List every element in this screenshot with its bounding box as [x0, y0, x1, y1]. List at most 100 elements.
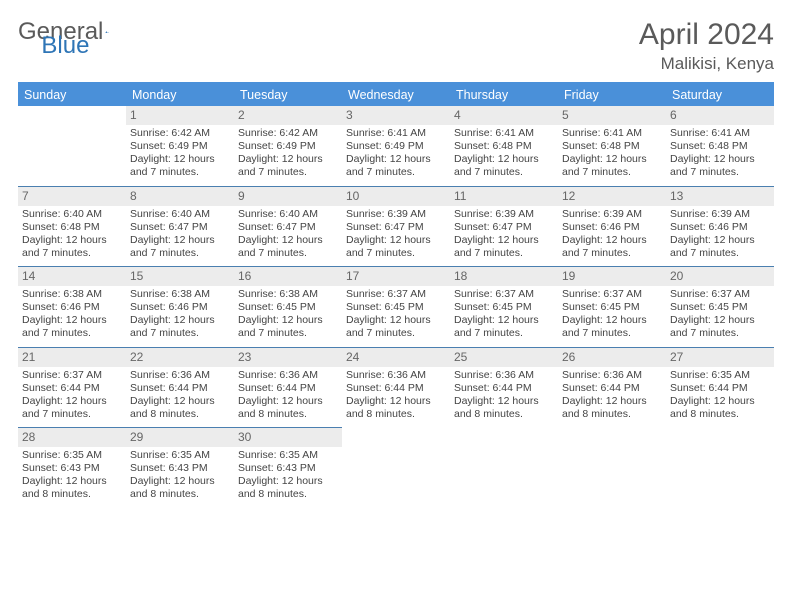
calendar-day-cell: 13Sunrise: 6:39 AMSunset: 6:46 PMDayligh… [666, 186, 774, 267]
calendar-day-cell: 30 Sunrise: 6:35 AMSunset: 6:43 PMDayligh… [234, 428, 342, 508]
sunrise-text: Sunrise: 6:40 AM [238, 208, 338, 221]
day-number: 29 [126, 428, 234, 447]
day-number: 25 [450, 348, 558, 367]
sunset-text: Sunset: 6:43 PM [22, 462, 122, 475]
day-number: 21 [18, 348, 126, 367]
calendar-day-cell: 28Sunrise: 6:35 AMSunset: 6:43 PMDayligh… [18, 428, 126, 508]
day-number: 4 [450, 106, 558, 125]
day-number: 22 [126, 348, 234, 367]
day-number: 30 [234, 428, 342, 447]
weekday-header-row: Sunday Monday Tuesday Wednesday Thursday… [18, 84, 774, 106]
calendar-week-row: 14Sunrise: 6:38 AMSunset: 6:46 PMDayligh… [18, 267, 774, 348]
sunrise-text: Sunrise: 6:36 AM [238, 369, 338, 382]
sunrise-text: Sunrise: 6:39 AM [562, 208, 662, 221]
calendar-day-cell: 5Sunrise: 6:41 AMSunset: 6:48 PMDaylight… [558, 106, 666, 186]
calendar-day-cell: 17Sunrise: 6:37 AMSunset: 6:45 PMDayligh… [342, 267, 450, 348]
daylight-text: Daylight: 12 hours and 7 minutes. [22, 234, 122, 260]
calendar-day-cell: 10Sunrise: 6:39 AMSunset: 6:47 PMDayligh… [342, 186, 450, 267]
day-number: 20 [666, 267, 774, 286]
calendar-day-cell: 12Sunrise: 6:39 AMSunset: 6:46 PMDayligh… [558, 186, 666, 267]
calendar-day-cell [666, 428, 774, 508]
sunset-text: Sunset: 6:49 PM [346, 140, 446, 153]
daylight-text: Daylight: 12 hours and 7 minutes. [346, 234, 446, 260]
calendar-day-cell: 3 Sunrise: 6:41 AMSunset: 6:49 PMDaylight… [342, 106, 450, 186]
sunset-text: Sunset: 6:44 PM [454, 382, 554, 395]
sunset-text: Sunset: 6:46 PM [670, 221, 770, 234]
sunrise-text: Sunrise: 6:36 AM [562, 369, 662, 382]
sunrise-text: Sunrise: 6:37 AM [454, 288, 554, 301]
sunrise-text: Sunrise: 6:36 AM [346, 369, 446, 382]
logo: General Blue [18, 18, 181, 46]
sunrise-text: Sunrise: 6:39 AM [346, 208, 446, 221]
sunrise-text: Sunrise: 6:41 AM [562, 127, 662, 140]
calendar-day-cell: 22 Sunrise: 6:36 AMSunset: 6:44 PMDayligh… [126, 347, 234, 428]
day-number: 28 [18, 428, 126, 447]
weekday-header: Wednesday [342, 84, 450, 106]
sunset-text: Sunset: 6:49 PM [130, 140, 230, 153]
calendar-day-cell [342, 428, 450, 508]
sunset-text: Sunset: 6:44 PM [670, 382, 770, 395]
calendar-week-row: 7Sunrise: 6:40 AMSunset: 6:48 PMDaylight… [18, 186, 774, 267]
daylight-text: Daylight: 12 hours and 8 minutes. [238, 475, 338, 501]
sunset-text: Sunset: 6:47 PM [238, 221, 338, 234]
daylight-text: Daylight: 12 hours and 7 minutes. [130, 153, 230, 179]
sunrise-text: Sunrise: 6:41 AM [454, 127, 554, 140]
header: General Blue April 2024 Malikisi, Kenya [18, 18, 774, 74]
sunset-text: Sunset: 6:48 PM [670, 140, 770, 153]
sunset-text: Sunset: 6:45 PM [238, 301, 338, 314]
sunset-text: Sunset: 6:45 PM [562, 301, 662, 314]
daylight-text: Daylight: 12 hours and 7 minutes. [670, 153, 770, 179]
sunrise-text: Sunrise: 6:36 AM [130, 369, 230, 382]
daylight-text: Daylight: 12 hours and 8 minutes. [130, 395, 230, 421]
day-number: 3 [342, 106, 450, 125]
calendar-day-cell: 9Sunrise: 6:40 AMSunset: 6:47 PMDaylight… [234, 186, 342, 267]
sunrise-text: Sunrise: 6:41 AM [346, 127, 446, 140]
sunset-text: Sunset: 6:47 PM [454, 221, 554, 234]
daylight-text: Daylight: 12 hours and 7 minutes. [670, 314, 770, 340]
day-number: 12 [558, 187, 666, 206]
day-number: 13 [666, 187, 774, 206]
sunset-text: Sunset: 6:43 PM [238, 462, 338, 475]
calendar-day-cell: 15Sunrise: 6:38 AMSunset: 6:46 PMDayligh… [126, 267, 234, 348]
daylight-text: Daylight: 12 hours and 7 minutes. [346, 153, 446, 179]
sunset-text: Sunset: 6:44 PM [562, 382, 662, 395]
sunset-text: Sunset: 6:46 PM [22, 301, 122, 314]
daylight-text: Daylight: 12 hours and 8 minutes. [130, 475, 230, 501]
daylight-text: Daylight: 12 hours and 7 minutes. [562, 153, 662, 179]
calendar-day-cell: 24Sunrise: 6:36 AMSunset: 6:44 PMDayligh… [342, 347, 450, 428]
weekday-header: Friday [558, 84, 666, 106]
sunset-text: Sunset: 6:46 PM [130, 301, 230, 314]
sunset-text: Sunset: 6:45 PM [670, 301, 770, 314]
daylight-text: Daylight: 12 hours and 7 minutes. [346, 314, 446, 340]
calendar-day-cell: 23Sunrise: 6:36 AMSunset: 6:44 PMDayligh… [234, 347, 342, 428]
day-number: 8 [126, 187, 234, 206]
calendar-day-cell: 8Sunrise: 6:40 AMSunset: 6:47 PMDaylight… [126, 186, 234, 267]
calendar-day-cell: 25Sunrise: 6:36 AMSunset: 6:44 PMDayligh… [450, 347, 558, 428]
sunset-text: Sunset: 6:44 PM [130, 382, 230, 395]
sunrise-text: Sunrise: 6:39 AM [670, 208, 770, 221]
calendar-day-cell: 2Sunrise: 6:42 AMSunset: 6:49 PMDaylight… [234, 106, 342, 186]
day-number: 2 [234, 106, 342, 125]
day-number: 27 [666, 348, 774, 367]
calendar-day-cell: 27Sunrise: 6:35 AMSunset: 6:44 PMDayligh… [666, 347, 774, 428]
weekday-header: Sunday [18, 84, 126, 106]
weekday-header: Tuesday [234, 84, 342, 106]
sunrise-text: Sunrise: 6:35 AM [238, 449, 338, 462]
daylight-text: Daylight: 12 hours and 7 minutes. [454, 314, 554, 340]
calendar-day-cell: 20 Sunrise: 6:37 AMSunset: 6:45 PMDayligh… [666, 267, 774, 348]
day-number: 11 [450, 187, 558, 206]
calendar-day-cell: 11Sunrise: 6:39 AMSunset: 6:47 PMDayligh… [450, 186, 558, 267]
weekday-header: Monday [126, 84, 234, 106]
calendar-week-row: 28Sunrise: 6:35 AMSunset: 6:43 PMDayligh… [18, 428, 774, 508]
sunrise-text: Sunrise: 6:37 AM [670, 288, 770, 301]
logo-text-blue: Blue [41, 32, 89, 60]
calendar-day-cell: 14Sunrise: 6:38 AMSunset: 6:46 PMDayligh… [18, 267, 126, 348]
daylight-text: Daylight: 12 hours and 8 minutes. [454, 395, 554, 421]
sunset-text: Sunset: 6:43 PM [130, 462, 230, 475]
sunset-text: Sunset: 6:44 PM [22, 382, 122, 395]
daylight-text: Daylight: 12 hours and 7 minutes. [454, 153, 554, 179]
calendar-day-cell: 21Sunrise: 6:37 AMSunset: 6:44 PMDayligh… [18, 347, 126, 428]
sunrise-text: Sunrise: 6:41 AM [670, 127, 770, 140]
calendar-day-cell: 6Sunrise: 6:41 AMSunset: 6:48 PMDaylight… [666, 106, 774, 186]
daylight-text: Daylight: 12 hours and 8 minutes. [670, 395, 770, 421]
